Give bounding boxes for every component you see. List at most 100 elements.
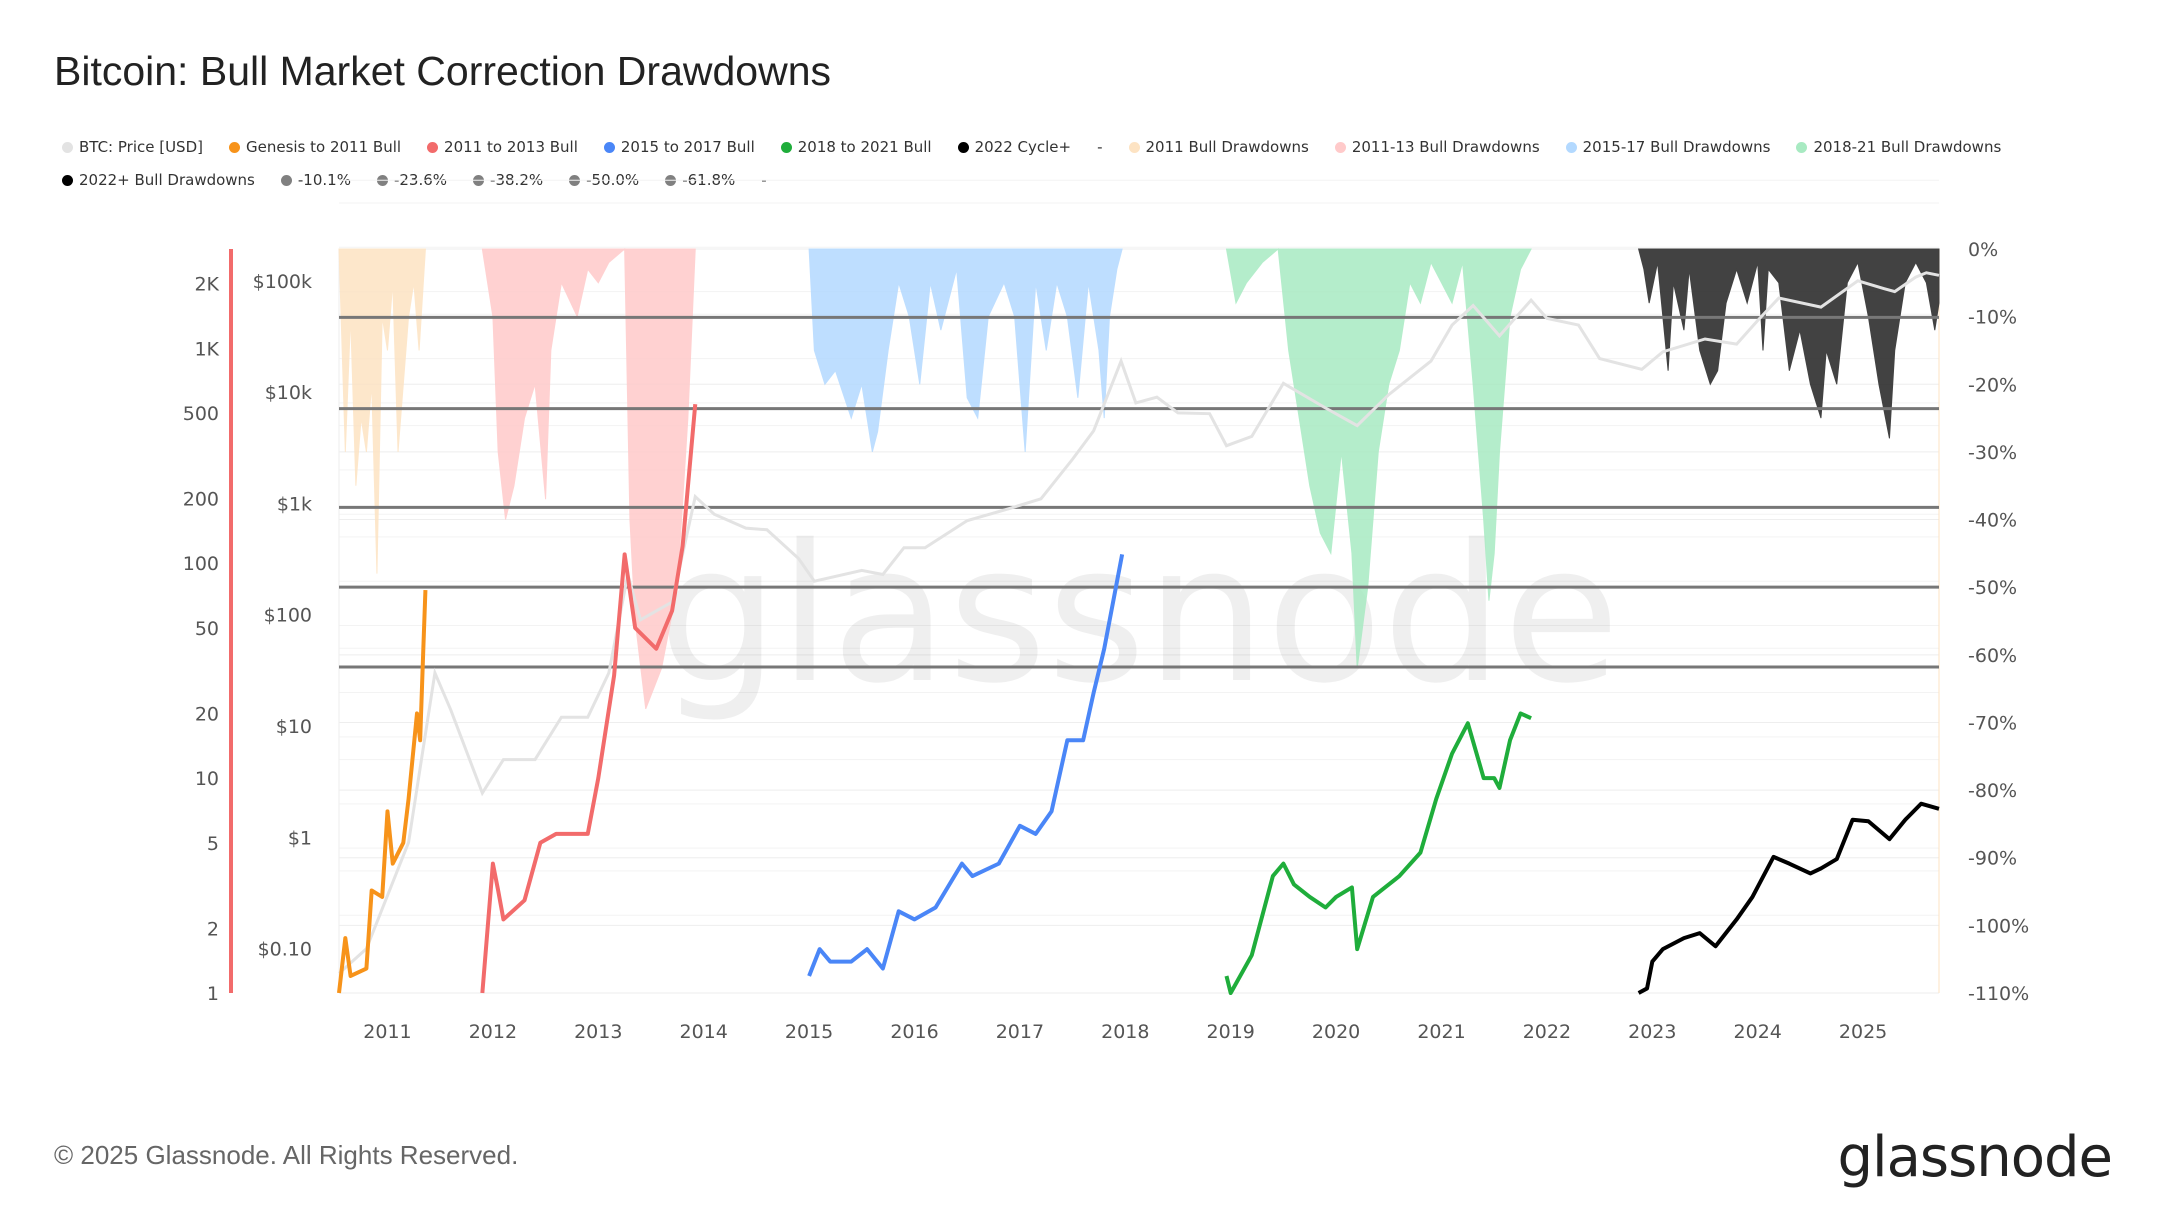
price-axis-tick-label: $10k	[265, 382, 312, 404]
legend-label: 2011 to 2013 Bull	[444, 138, 578, 156]
legend-item[interactable]: 2018-21 Bull Drawdowns	[1796, 138, 2001, 156]
drawdown-axis-tick-label: -100%	[1968, 915, 2029, 937]
btc-price-line	[337, 271, 1940, 975]
legend-label: Genesis to 2011 Bull	[245, 138, 402, 156]
x-axis-tick-label: 2020	[1312, 1021, 1360, 1043]
glassnode-logo: glassnode	[1837, 1125, 2113, 1190]
price-axis-tick-label: $0.10	[258, 939, 312, 961]
legend-label: -10.1%	[297, 171, 351, 189]
x-axis-tick-label: 2022	[1523, 1021, 1571, 1043]
drawdown-axis-tick-label: -90%	[1968, 848, 2017, 870]
price-axis-tick-label: $1	[288, 827, 312, 849]
legend-label: 2015-17 Bull Drawdowns	[1582, 138, 1771, 156]
legend-dot-icon	[1565, 141, 1577, 153]
legend-item[interactable]: -10.1%	[280, 171, 351, 189]
legend-label: 2011 Bull Drawdowns	[1145, 138, 1309, 156]
x-axis-tick-label: 2021	[1417, 1021, 1465, 1043]
cycle-line	[480, 403, 698, 994]
legend-item[interactable]: 2011-13 Bull Drawdowns	[1334, 138, 1540, 156]
drawdown-axis-tick-label: -60%	[1968, 645, 2017, 667]
legend-item[interactable]: 2018 to 2021 Bull	[780, 138, 932, 156]
legend-dot-icon	[280, 174, 292, 186]
left-axis-tick-label: 200	[183, 489, 219, 511]
x-axis-tick-label: 2024	[1734, 1021, 1782, 1043]
left-axis-tick-label: 1	[207, 983, 219, 1005]
legend-dot-icon	[780, 141, 792, 153]
cycle-line	[807, 553, 1125, 977]
legend-label: 2018 to 2021 Bull	[797, 138, 932, 156]
x-axis-tick-label: 2019	[1207, 1021, 1255, 1043]
copyright-text: © 2025 Glassnode. All Rights Reserved.	[54, 1140, 519, 1170]
drawdown-area	[338, 248, 426, 574]
legend-item[interactable]: 2022+ Bull Drawdowns	[62, 171, 255, 189]
x-axis-tick-label: 2012	[469, 1021, 517, 1043]
legend-dot-icon	[957, 141, 969, 153]
cycle-line	[337, 590, 428, 994]
left-axis-tick-label: 20	[195, 703, 219, 725]
legend-item[interactable]: 2015-17 Bull Drawdowns	[1565, 138, 1771, 156]
legend-item[interactable]: 2022 Cycle+	[957, 138, 1072, 156]
legend-item[interactable]: BTC: Price [USD]	[62, 138, 203, 156]
drawdown-axis-tick-label: 0%	[1968, 239, 1998, 261]
legend-label: 2018-21 Bull Drawdowns	[1813, 138, 2002, 156]
legend-item[interactable]: 2011 to 2013 Bull	[427, 138, 578, 156]
drawdown-axis-tick-label: -50%	[1968, 577, 2017, 599]
drawdown-axis-tick-label: -40%	[1968, 510, 2017, 532]
legend-label: 2011-13 Bull Drawdowns	[1351, 138, 1540, 156]
price-axis-tick-label: $100k	[253, 271, 312, 293]
left-axis-tick-label: 1K	[194, 338, 219, 360]
legend-item[interactable]: Genesis to 2011 Bull	[228, 138, 402, 156]
legend-dot-icon	[1796, 141, 1808, 153]
legend-item[interactable]: -	[1097, 138, 1102, 156]
price-axis-tick-label: $1k	[277, 493, 312, 515]
cycle-line	[1224, 711, 1532, 995]
x-axis-tick-label: 2016	[890, 1021, 938, 1043]
left-axis-tick-label: 10	[195, 768, 219, 790]
left-axis-tick-label: 500	[183, 403, 219, 425]
x-axis-tick-label: 2023	[1628, 1021, 1676, 1043]
left-axis-tick-label: 50	[195, 618, 219, 640]
chart-title: Bitcoin: Bull Market Correction Drawdown…	[54, 48, 831, 94]
legend-dot-icon	[228, 141, 240, 153]
drawdown-area	[808, 248, 1123, 453]
legend-dot-icon	[1334, 141, 1346, 153]
x-axis-tick-label: 2018	[1101, 1021, 1149, 1043]
drawdown-axis-tick-label: -80%	[1968, 780, 2017, 802]
left-axis-tick-label: 5	[207, 833, 219, 855]
legend-label: 2022+ Bull Drawdowns	[79, 171, 255, 189]
legend-label: -	[1097, 138, 1103, 156]
watermark-text: glassnode	[658, 504, 1620, 725]
drawdown-axis-tick-label: -30%	[1968, 442, 2017, 464]
x-axis-tick-label: 2013	[574, 1021, 622, 1043]
drawdown-axis-tick-label: -70%	[1968, 712, 2017, 734]
legend-dot-icon	[62, 141, 73, 153]
price-axis-tick-label: $10	[276, 716, 312, 738]
x-axis-tick-label: 2014	[680, 1021, 728, 1043]
legend-label: 2015 to 2017 Bull	[620, 138, 755, 156]
legend-dot-icon	[603, 141, 615, 153]
price-axis-tick-label: $100	[264, 605, 312, 627]
drawdown-area	[481, 247, 696, 710]
legend-dot-icon	[1128, 141, 1140, 153]
x-axis-tick-label: 2015	[785, 1021, 833, 1043]
x-axis-tick-label: 2011	[363, 1021, 411, 1043]
x-axis-tick-label: 2025	[1839, 1021, 1887, 1043]
drawdown-area	[1225, 248, 1532, 669]
left-axis-tick-label: 2K	[194, 274, 219, 296]
legend-label: 2022 Cycle+	[974, 138, 1072, 156]
drawdown-axis-tick-label: -10%	[1968, 307, 2017, 329]
drawdown-axis-tick-label: -20%	[1968, 374, 2017, 396]
drawdown-axis-tick-label: -110%	[1968, 983, 2029, 1005]
left-axis-tick-label: 2	[207, 918, 219, 940]
legend-dot-icon	[62, 174, 73, 186]
legend-dot-icon	[427, 141, 439, 153]
legend-item[interactable]: 2011 Bull Drawdowns	[1128, 138, 1309, 156]
drawdown-area	[1637, 248, 1940, 439]
left-axis-tick-label: 100	[183, 553, 219, 575]
cycle-line	[1637, 801, 1940, 995]
x-axis-tick-label: 2017	[996, 1021, 1044, 1043]
legend-label: BTC: Price [USD]	[79, 138, 203, 156]
legend-item[interactable]: 2015 to 2017 Bull	[603, 138, 755, 156]
